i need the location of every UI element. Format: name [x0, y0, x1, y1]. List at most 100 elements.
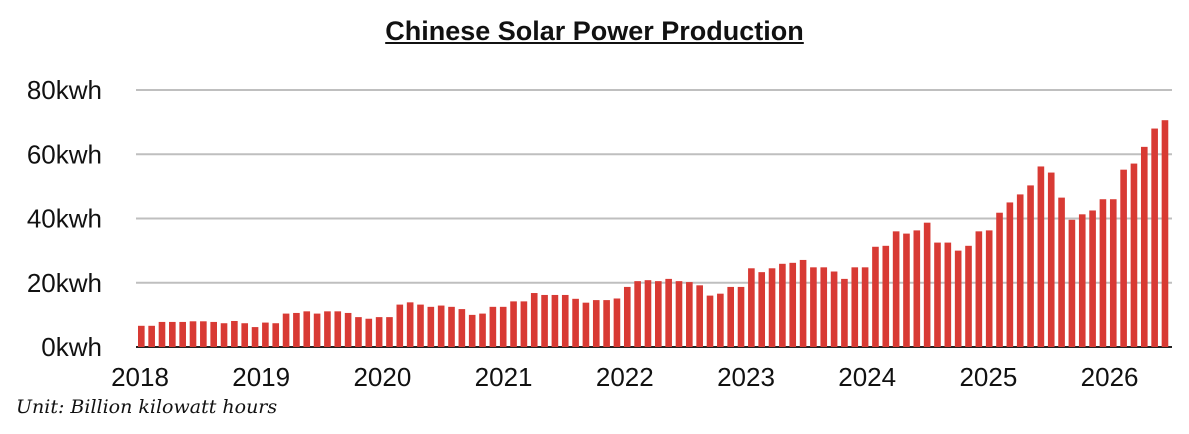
- bar: [913, 230, 921, 347]
- bar: [717, 293, 724, 347]
- x-tick-label: 2018: [111, 362, 169, 392]
- bar: [965, 245, 972, 347]
- bar: [1120, 169, 1127, 347]
- bar: [251, 327, 259, 347]
- bar: [665, 278, 672, 347]
- bar: [210, 321, 217, 347]
- bar: [138, 325, 145, 347]
- bar: [644, 280, 652, 347]
- bar: [520, 301, 528, 347]
- bar: [882, 245, 890, 347]
- y-tick-label: 60kwh: [27, 139, 102, 169]
- bar: [954, 250, 962, 348]
- x-tick-label: 2022: [596, 362, 654, 392]
- x-tick-label: 2025: [959, 362, 1017, 392]
- x-tick-label: 2026: [1081, 362, 1139, 392]
- x-axis-tick-labels: 2018 2019 2020 2021 2022 2023 2024 2025 2026: [111, 362, 1138, 392]
- chart-title: Chinese Solar Power Production: [385, 16, 804, 46]
- bar: [220, 323, 228, 347]
- bar: [530, 293, 538, 347]
- bar: [231, 320, 238, 347]
- bar: [561, 294, 569, 347]
- bar: [241, 323, 249, 347]
- bar: [1037, 166, 1045, 347]
- bar: [365, 318, 373, 347]
- bar: [334, 311, 342, 347]
- unit-note: Unit: Billion kilowatt hours: [16, 396, 278, 418]
- bar: [934, 242, 941, 347]
- bar: [985, 230, 993, 347]
- bar: [179, 321, 186, 347]
- bar: [355, 317, 362, 347]
- bar: [923, 222, 931, 347]
- bar: [169, 321, 176, 347]
- bar: [282, 313, 290, 347]
- bar: [892, 231, 900, 347]
- bar: [727, 286, 734, 347]
- bar: [696, 285, 703, 347]
- bar: [551, 294, 559, 347]
- bar: [810, 267, 817, 347]
- bar: [262, 322, 269, 347]
- x-tick-label: 2020: [353, 362, 411, 392]
- bar: [272, 323, 280, 347]
- bars: [138, 120, 1169, 348]
- bar: [1140, 146, 1148, 347]
- bar: [706, 295, 714, 347]
- bar: [768, 268, 776, 347]
- bar: [592, 300, 600, 347]
- bar: [851, 267, 859, 347]
- bar: [944, 242, 952, 347]
- y-tick-label: 0kwh: [41, 332, 102, 362]
- bar: [396, 304, 404, 347]
- bar: [1068, 219, 1076, 347]
- bar: [1058, 197, 1065, 347]
- bar: [437, 305, 445, 347]
- bar: [148, 325, 155, 347]
- bar: [1161, 120, 1169, 347]
- bar: [158, 321, 166, 347]
- y-tick-label: 20kwh: [27, 268, 102, 298]
- bar: [541, 294, 548, 347]
- bar: [1006, 202, 1014, 347]
- gridlines: [136, 89, 1172, 348]
- bar: [375, 317, 383, 347]
- bar: [613, 298, 621, 347]
- bar: [1089, 210, 1096, 347]
- bar: [799, 259, 807, 347]
- bar: [572, 298, 579, 347]
- x-tick-label: 2023: [717, 362, 775, 392]
- bar: [448, 306, 455, 347]
- bar: [861, 267, 869, 347]
- bar: [1078, 214, 1086, 347]
- bar: [820, 267, 828, 347]
- bar: [996, 212, 1003, 347]
- bar: [1109, 199, 1117, 347]
- y-tick-label: 80kwh: [27, 75, 102, 105]
- bar: [489, 306, 497, 347]
- x-tick-label: 2019: [232, 362, 290, 392]
- bar: [386, 317, 393, 347]
- bar: [1027, 185, 1034, 347]
- bar: [1151, 128, 1158, 347]
- bar: [189, 321, 197, 347]
- bar: [344, 312, 352, 347]
- bar: [468, 314, 476, 348]
- bar: [200, 321, 207, 347]
- bar: [582, 302, 590, 347]
- bar: [1047, 172, 1055, 347]
- bar: [293, 312, 300, 347]
- bar: [603, 300, 610, 347]
- bar: [841, 278, 848, 347]
- bar: [686, 282, 693, 347]
- bar: [313, 313, 321, 347]
- bar: [1099, 199, 1107, 347]
- bar: [324, 311, 331, 347]
- bar: [758, 272, 766, 347]
- bar: [510, 301, 517, 347]
- bar: [479, 313, 486, 347]
- bar: [406, 302, 414, 347]
- bar: [830, 271, 838, 347]
- bar: [623, 286, 631, 347]
